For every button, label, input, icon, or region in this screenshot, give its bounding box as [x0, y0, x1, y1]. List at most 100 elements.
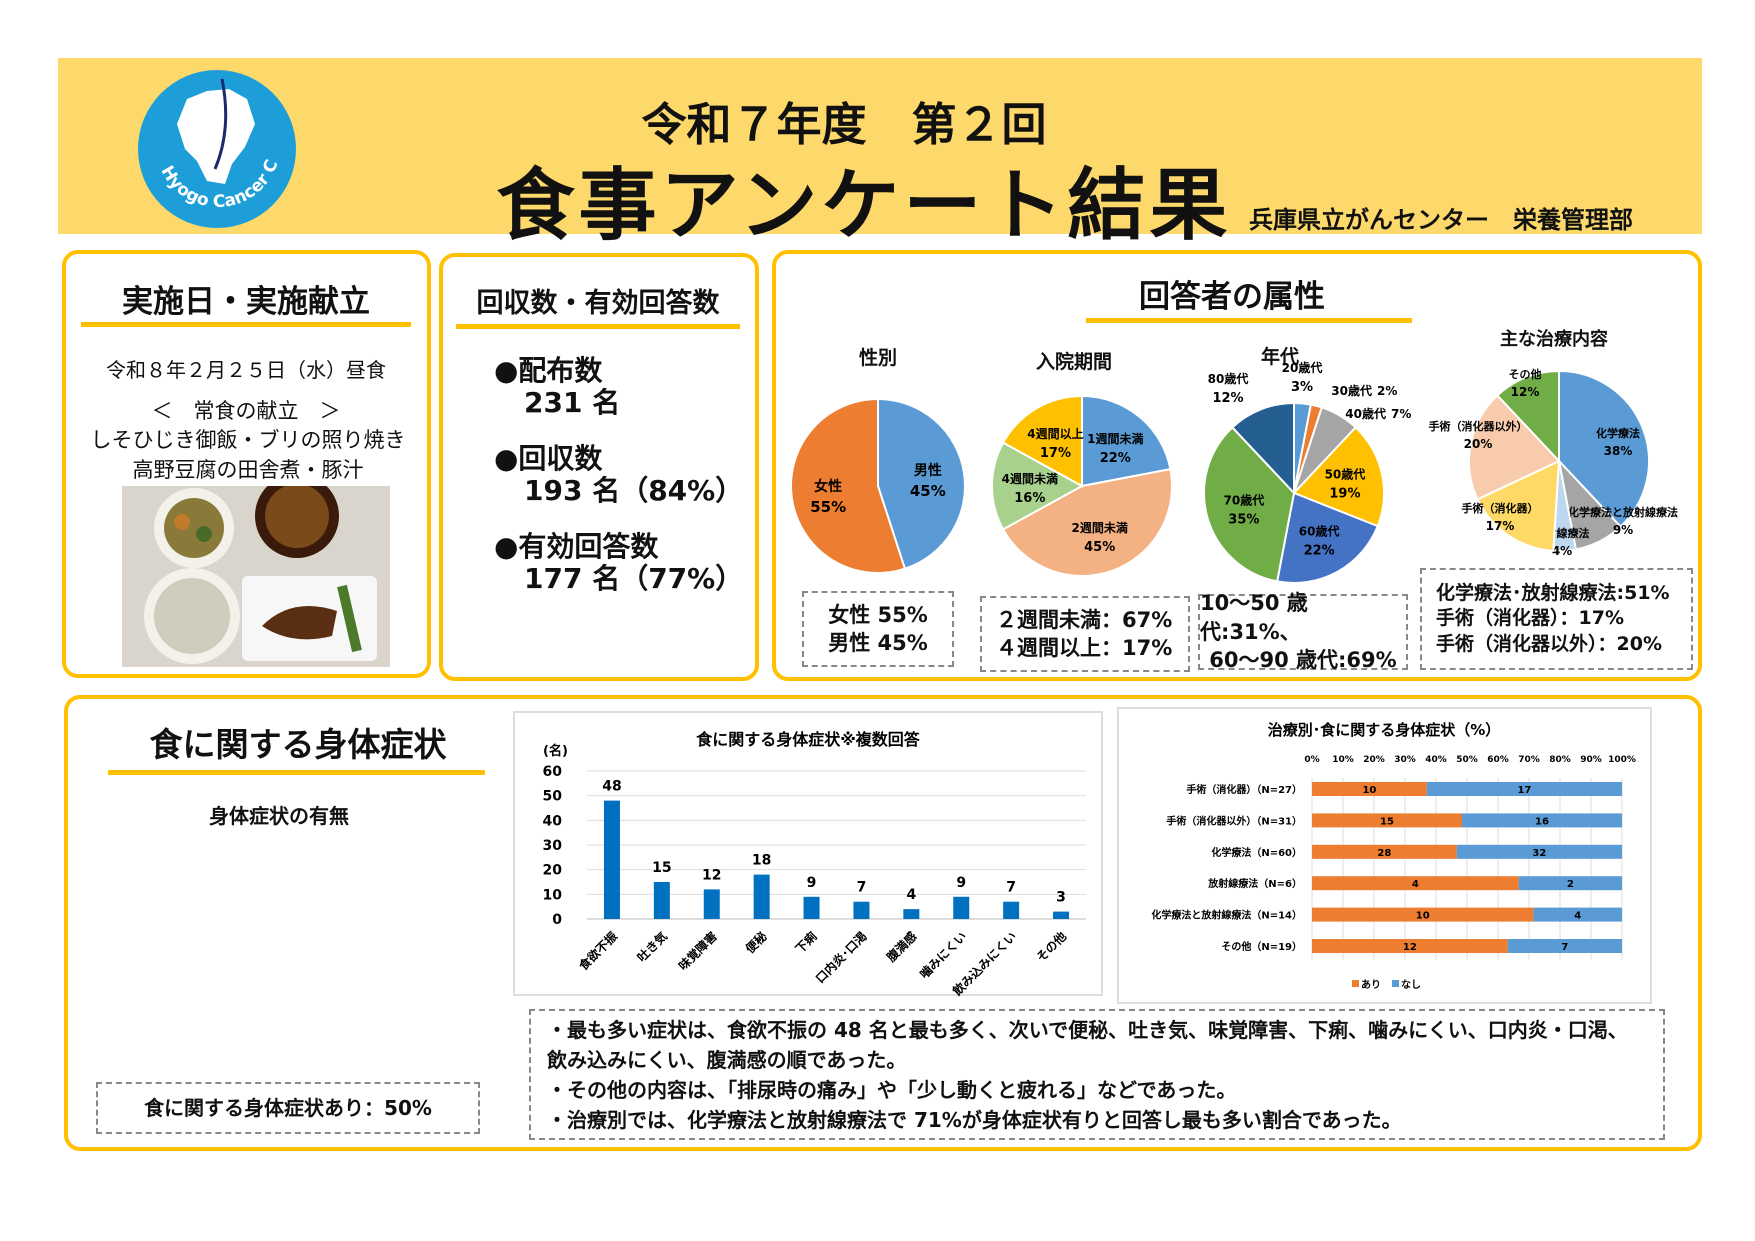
- pie-slice-stay: [1001, 467, 1173, 577]
- stacked-bar-segment: [1462, 813, 1622, 828]
- pie-title-stay: 入院期間: [1035, 351, 1113, 373]
- stacked-bar-segment: [1312, 782, 1427, 796]
- header-band: [58, 58, 1702, 234]
- stacked-bar-segment: [1312, 844, 1457, 859]
- pie-value-label: 20%: [1464, 437, 1493, 451]
- pie-slice-stay: [1001, 394, 1083, 488]
- legend-label: あり: [1361, 978, 1381, 991]
- bar-value-label: 18: [752, 853, 771, 869]
- legend-label: なし: [1401, 979, 1421, 991]
- stacked-bar-segment: [1533, 907, 1622, 922]
- symptom-pie-title: 身体症状の有無: [209, 804, 349, 828]
- symptom-summary: 食に関する身体症状あり：50%: [96, 1082, 480, 1134]
- segment-value-label: 10: [1416, 911, 1430, 922]
- menu-line2: 高野豆腐の田舎煮・豚汁: [132, 458, 364, 482]
- heading-underline: [456, 324, 740, 329]
- heading-underline: [81, 322, 411, 327]
- stacked-bar-segment: [1456, 844, 1622, 859]
- bar-value-label: 7: [857, 880, 867, 896]
- bar-value-label: 9: [956, 875, 966, 891]
- attributes-heading: 回答者の属性: [1139, 279, 1325, 315]
- pie-label: 60歳代: [1299, 524, 1340, 539]
- pie-label: 化学療法と放射線療法: [1568, 505, 1678, 519]
- pie-value-label: 45%: [910, 482, 946, 500]
- y-tick-label: 10: [543, 887, 563, 903]
- pie-label: 4週間未満: [1002, 471, 1058, 486]
- pie-value-label: 17%: [1040, 446, 1071, 461]
- pie-label: 手術（消化器）: [1462, 501, 1539, 515]
- pie-label: 4週間以上: [1027, 426, 1083, 441]
- x-tick-label: 50%: [1456, 755, 1478, 765]
- distributed-count: ●配布数 231 名: [494, 354, 621, 419]
- segment-value-label: 28: [1377, 848, 1391, 859]
- pie-value-label: 16%: [1014, 491, 1045, 506]
- treatment-summary: 化学療法･放射線療法:51% 手術（消化器）：17% 手術（消化器以外）：20%: [1420, 568, 1693, 670]
- pie-label: 手術（消化器以外）: [1429, 419, 1528, 433]
- x-tick-label: 口内炎･口渇: [812, 929, 869, 986]
- category-label: その他（N=19）: [1221, 940, 1302, 953]
- bar: [603, 800, 620, 919]
- x-tick-label: 90%: [1580, 755, 1602, 765]
- y-tick-label: 0: [552, 912, 562, 928]
- segment-value-label: 15: [1380, 816, 1394, 827]
- y-tick-label: 40: [543, 813, 563, 829]
- pie-value-label: 12%: [1511, 385, 1540, 399]
- pie-label: 女性: [814, 478, 842, 495]
- bar: [853, 901, 870, 919]
- x-tick-label: 噛みにくい: [917, 929, 970, 982]
- x-tick-label: 味覚障害: [675, 929, 720, 974]
- survey-date: 令和８年２月２５日（水）昼食: [106, 358, 386, 382]
- pie-title-treatment: 主な治療内容: [1500, 329, 1608, 350]
- y-tick-label: 60: [543, 764, 563, 780]
- x-tick-label: 食欲不振: [575, 929, 620, 974]
- pie-value-label: 12%: [1212, 391, 1243, 406]
- pie-value-label: 4%: [1552, 544, 1572, 558]
- x-tick-label: 0%: [1304, 755, 1319, 765]
- pie-slice-treatment: [1558, 369, 1650, 529]
- pie-label: 80歳代: [1208, 371, 1249, 386]
- x-tick-label: 吐き気: [634, 929, 670, 965]
- pie-slice-gender: [790, 397, 907, 574]
- bar: [1003, 901, 1020, 919]
- bar-value-label: 48: [602, 779, 621, 795]
- legend-swatch: [1352, 980, 1359, 987]
- pie-value-label: 55%: [810, 498, 846, 516]
- bar-value-label: 7: [1006, 880, 1016, 896]
- pie-label: 20歳代: [1282, 360, 1323, 375]
- pie-label: 2週間未満: [1072, 520, 1128, 535]
- x-tick-label: 100%: [1608, 755, 1636, 765]
- stacked-bar-segment: [1426, 782, 1622, 796]
- bar: [653, 882, 670, 919]
- menu-title: ＜ 常食の献立 ＞: [151, 399, 341, 423]
- note: ・その他の内容は、「排尿時の痛み」や「少し動くと疲れる」などであった。: [547, 1077, 1237, 1102]
- x-tick-label: 80%: [1549, 755, 1571, 765]
- segment-value-label: 12: [1403, 942, 1417, 953]
- pie-label: 50歳代: [1325, 467, 1366, 482]
- pie-value-label: 38%: [1604, 444, 1633, 458]
- pie-title-gender: 性別: [858, 347, 898, 369]
- stacked-bar-segment: [1312, 939, 1508, 953]
- bar-value-label: 12: [702, 867, 721, 883]
- valid-count: ●有効回答数 177 名（77%）: [494, 530, 744, 595]
- stacked-bar-segment: [1507, 939, 1622, 953]
- pie-value-label: 2%: [1377, 384, 1397, 398]
- pie-value-label: 3%: [1291, 380, 1313, 395]
- menu-line1: しそひじき御飯・ブリの照り焼き: [90, 428, 406, 452]
- menu-heading: 実施日・実施献立: [122, 284, 370, 320]
- pie-label: 70歳代: [1224, 493, 1265, 508]
- symptom-heading: 食に関する身体症状: [149, 725, 447, 764]
- pie-slice-treatment: [1495, 369, 1560, 464]
- x-tick-label: 腹満感: [883, 929, 919, 965]
- x-tick-label: その他: [1033, 929, 1069, 965]
- gender-summary: 女性 55% 男性 45%: [802, 591, 954, 667]
- segment-value-label: 16: [1535, 816, 1549, 827]
- bar: [803, 896, 820, 919]
- pie-value-label: 22%: [1304, 544, 1335, 559]
- stay-summary: ２週間未満：67% ４週間以上：17%: [980, 596, 1190, 672]
- category-label: 放射線療法（N=6）: [1207, 877, 1302, 890]
- bar: [953, 896, 970, 919]
- pie-slice-age: [1230, 401, 1295, 496]
- category-label: 手術（消化器以外）（N=31）: [1166, 814, 1302, 827]
- category-label: 化学療法と放射線療法（N=14）: [1151, 909, 1302, 922]
